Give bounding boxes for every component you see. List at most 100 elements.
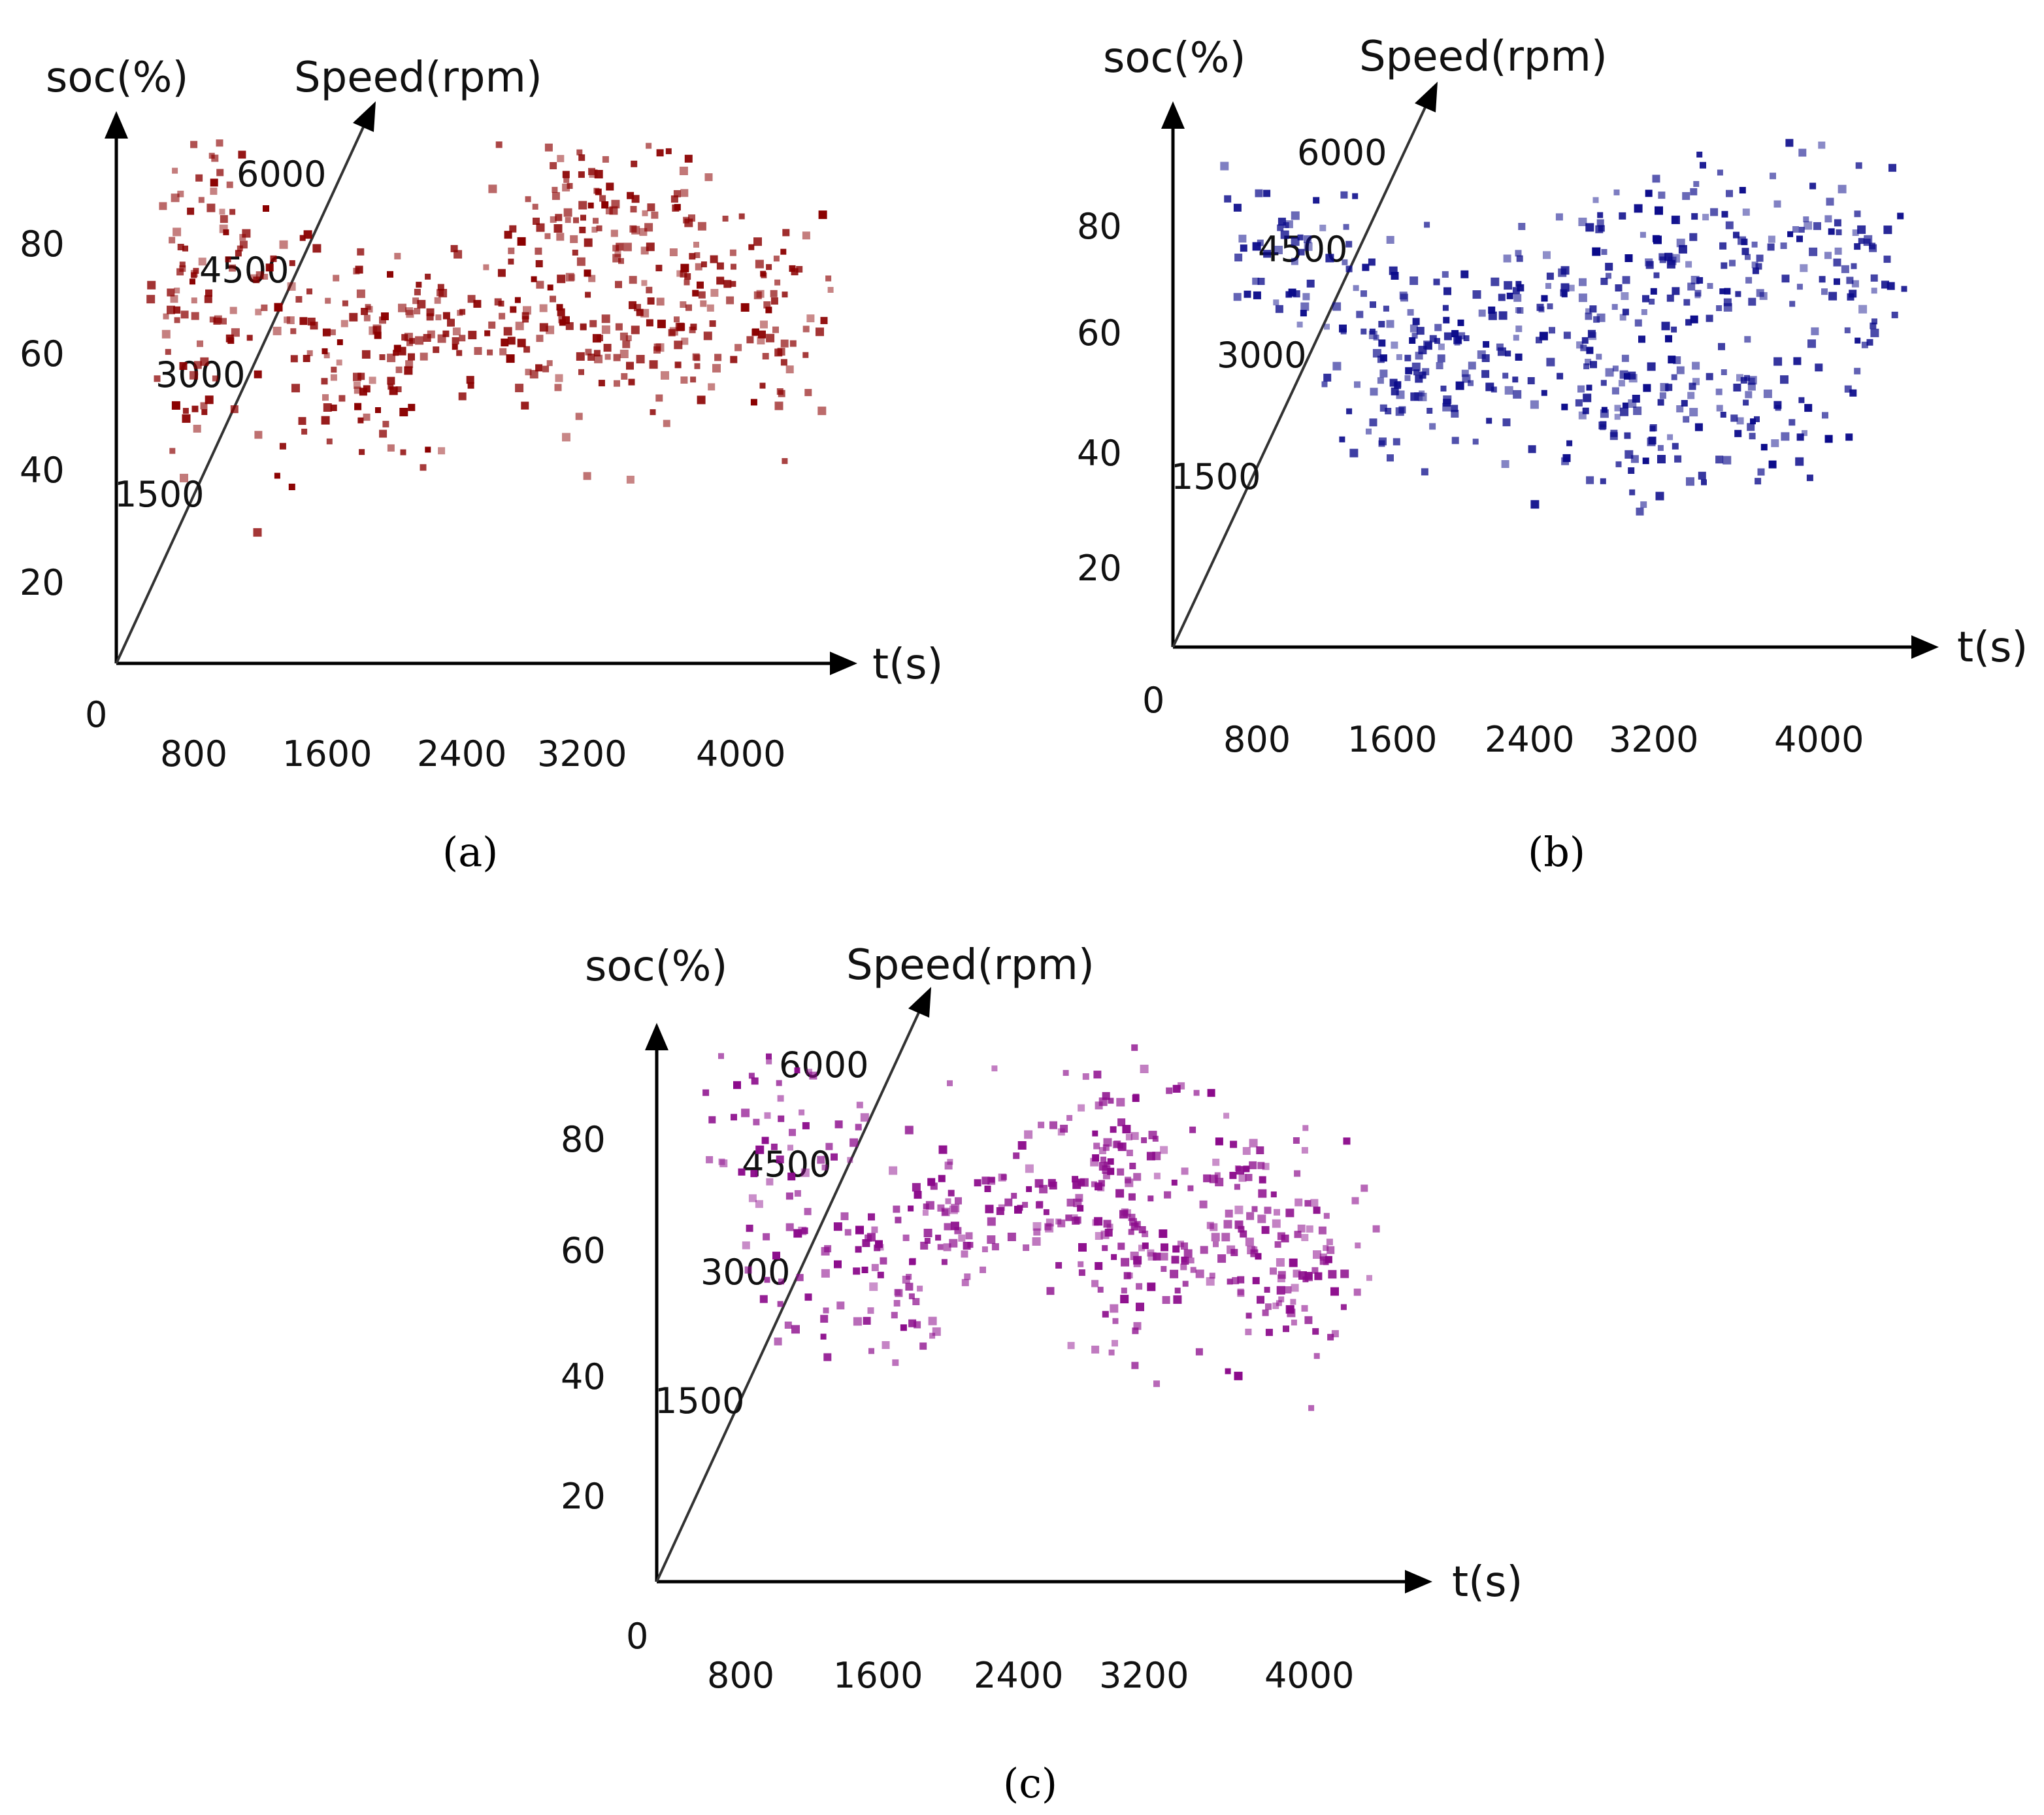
scatter-point [1657,399,1664,406]
scatter-point [1468,361,1476,370]
scatter-point [723,280,732,288]
scatter-point [1117,1118,1126,1127]
scatter-point [1710,208,1719,216]
scatter-point [1585,223,1594,232]
scatter-point [1304,1200,1311,1207]
scatter-point [576,149,583,156]
scatter-point [1217,1254,1227,1263]
scatter-point [1628,467,1635,474]
scatter-point [1863,239,1871,246]
scatter-point [1263,250,1272,258]
scatter-point [1304,235,1311,243]
scatter-point [930,1182,938,1190]
scatter-point [393,344,401,352]
time-tick-800: 800 [160,733,227,774]
scatter-point [980,1266,986,1273]
scatter-point [501,339,509,346]
scatter-point [323,403,332,412]
scatter-point [1620,407,1629,416]
scatter-point [484,330,491,337]
scatter-point [1578,293,1587,303]
scatter-point [1513,335,1519,341]
scatter-point [622,340,631,348]
scatter-point [1345,241,1353,248]
soc-tick-80: 80 [1077,206,1122,247]
scatter-point [1741,239,1748,246]
scatter-point [1115,1189,1125,1198]
scatter-point [1356,310,1364,318]
scatter-point [216,139,223,147]
scatter-point [1566,440,1573,446]
scatter-point [556,304,563,311]
scatter-point [1723,298,1732,307]
scatter-point [1798,148,1807,157]
scatter-point [967,1242,974,1248]
scatter-point [593,218,599,224]
scatter-point [195,174,203,182]
scatter-point [615,323,623,331]
scatter-point [1421,468,1428,476]
scatter-point [193,267,199,274]
scatter-point [1215,1178,1224,1187]
time-tick-2400: 2400 [1485,719,1574,760]
scatter-point [1132,1327,1139,1335]
scatter-point [354,403,362,410]
scatter-point [466,376,474,384]
scatter-point [412,297,420,305]
scatter-point [1539,331,1548,341]
scatter-point [1275,305,1283,313]
scatter-point [210,188,218,195]
scatter-point [804,1293,812,1301]
panel-b: soc(%) Speed(rpm) t(s) 0 20 40 60 80 150… [1077,33,2028,876]
scatter-point [634,304,641,312]
scatter-point [1674,455,1682,463]
scatter-point [533,218,540,225]
scatter-point [1293,290,1300,298]
scatter-point [238,150,246,159]
scatter-point [1013,1152,1020,1159]
scatter-point [1716,405,1723,412]
scatter-point [1614,414,1621,420]
scatter-point [924,1238,931,1244]
soc-tick-60: 60 [561,1230,606,1271]
scatter-point [766,1053,772,1059]
scatter-point [219,208,225,215]
scatter-point [646,319,653,327]
scatter-point [1754,416,1760,422]
scatter-point [1760,444,1768,451]
scatter-point [147,280,156,290]
scatter-point [503,327,512,336]
scatter-point [1888,163,1896,172]
scatter-point [173,306,181,314]
scatter-point [777,1301,783,1307]
scatter-point [1133,1322,1142,1330]
scatter-point [1223,1112,1230,1119]
scatter-point [1719,288,1726,295]
scatter-point [1385,408,1392,414]
scatter-point [1238,235,1247,243]
scatter-point [1629,489,1636,495]
scatter-point [1436,362,1443,369]
scatter-point [1751,261,1758,269]
scatter-point [495,141,503,148]
scatter-point [1174,1288,1181,1294]
scatter-point [558,316,566,324]
scatter-point [891,1312,898,1319]
scatter-point [675,322,684,331]
scatter-point [914,1191,922,1199]
scatter-point [563,208,572,217]
scatter-point [710,289,719,297]
scatter-point [692,290,699,297]
scatter-point [205,395,214,405]
scatter-point [834,1260,842,1269]
scatter-point [1773,200,1781,208]
scatter-point [708,1116,716,1124]
scatter-point [1411,333,1418,339]
scatter-point [1676,366,1685,375]
scatter-point [1152,1152,1161,1161]
scatter-point [1583,393,1592,403]
scatter-point [342,300,348,307]
scatter-point [849,1138,859,1147]
scatter-point [1589,305,1597,313]
scatter-point [1325,254,1334,263]
